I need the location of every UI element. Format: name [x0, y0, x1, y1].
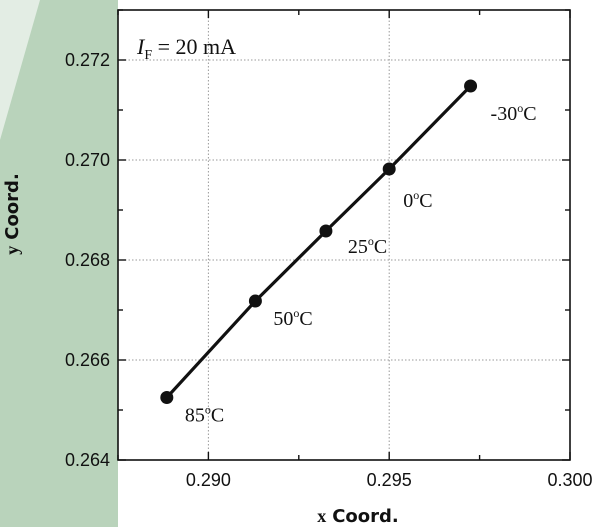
x-tick-label: 0.295 — [367, 470, 412, 490]
temperature-label: 85oC — [185, 403, 224, 427]
if-value: = 20 mA — [152, 34, 236, 59]
x-tick-label: 0.290 — [186, 470, 231, 490]
band-shape — [0, 0, 118, 527]
plot-area — [118, 10, 570, 460]
data-point — [160, 391, 174, 404]
x-axis-title-main: Coord. — [332, 506, 399, 527]
forward-current-annotation: IF = 20 mA — [136, 34, 236, 63]
x-axis-title: x Coord. — [317, 506, 399, 527]
data-point — [319, 224, 333, 238]
if-subscript: F — [144, 48, 152, 63]
axes-layer — [117, 9, 571, 461]
temperature-label: -30oC — [491, 101, 537, 125]
y-axis-title: y Coord. — [2, 173, 23, 255]
y-tick-label: 0.268 — [65, 250, 110, 270]
y-tick-label: 0.266 — [65, 350, 110, 370]
y-tick-label: 0.270 — [65, 150, 110, 170]
y-tick-label: 0.264 — [65, 450, 110, 470]
y-axis-title-prefix: y — [2, 246, 22, 255]
temperature-label: 0oC — [403, 188, 432, 212]
temperature-label: 25oC — [348, 234, 387, 258]
y-axis-title-main: Coord. — [2, 173, 23, 240]
data-point — [248, 294, 262, 308]
x-axis-title-prefix: x — [317, 506, 326, 526]
temperature-label: 50oC — [273, 306, 312, 330]
x-tick-label: 0.300 — [547, 470, 592, 490]
band-highlight — [0, 0, 40, 140]
grid-layer — [118, 10, 570, 460]
labels-layer: 0.290 0.295 0.300 0.264 0.266 0.268 0.270 0.272… — [65, 50, 593, 490]
plot-frame — [117, 9, 571, 461]
data-point — [382, 162, 396, 176]
y-tick-label: 0.272 — [65, 50, 110, 70]
if-symbol: I — [136, 34, 146, 59]
data-point — [464, 79, 478, 93]
series-layer — [160, 79, 478, 404]
